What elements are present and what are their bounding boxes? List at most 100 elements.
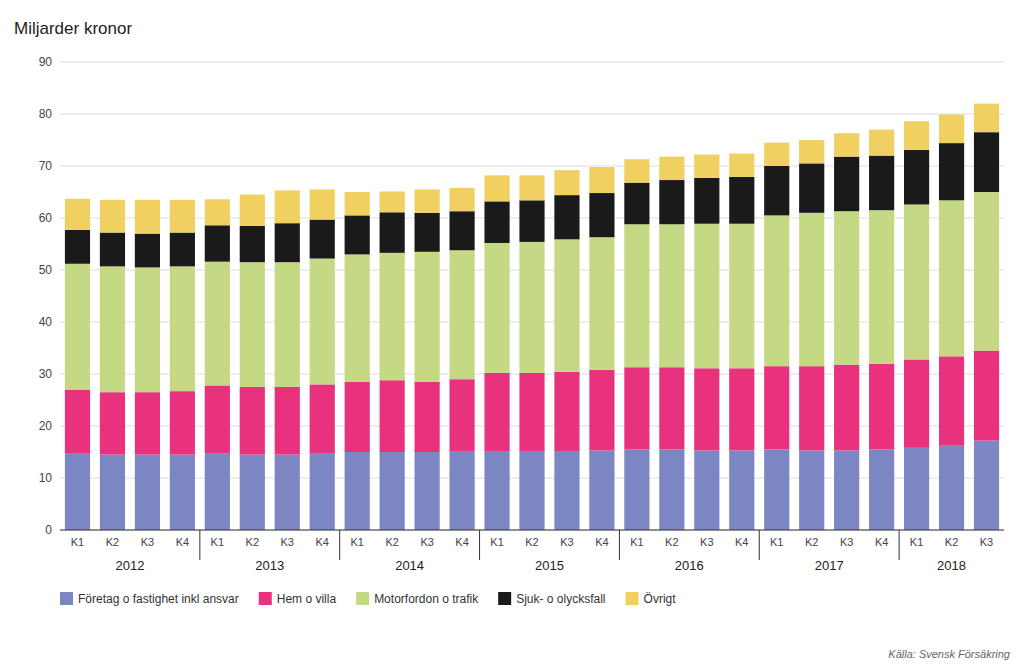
bar-segment <box>589 167 614 193</box>
bar-segment <box>869 130 894 156</box>
title: Miljarder kronor <box>14 19 132 38</box>
bar-segment <box>345 452 370 530</box>
bar-segment <box>764 215 789 366</box>
bar-segment <box>205 453 230 530</box>
x-tick-label: K2 <box>106 536 119 548</box>
bar-segment <box>764 166 789 215</box>
bar-segment <box>904 121 929 150</box>
grid-line <box>60 62 1004 63</box>
y-tick-label: 60 <box>39 211 53 225</box>
bar-segment <box>904 359 929 447</box>
bar-segment <box>484 243 509 373</box>
bar-segment <box>869 364 894 450</box>
bar-segment <box>799 450 824 530</box>
bar-segment <box>170 455 195 530</box>
x-tick-label: K2 <box>525 536 538 548</box>
bar-segment <box>694 450 719 530</box>
legend-swatch <box>498 592 511 605</box>
bar-segment <box>240 195 265 226</box>
bar-segment <box>729 224 754 369</box>
bar-segment <box>100 266 125 392</box>
x-tick-label: K2 <box>385 536 398 548</box>
bar-segment <box>415 452 440 530</box>
bar-segment <box>275 190 300 223</box>
year-label: 2017 <box>815 558 844 573</box>
bar-segment <box>135 392 160 454</box>
bar-segment <box>100 233 125 267</box>
bar-segment <box>589 450 614 530</box>
x-tick-label: K3 <box>700 536 713 548</box>
bar-segment <box>974 104 999 133</box>
y-tick-label: 50 <box>39 263 53 277</box>
x-tick-label: K3 <box>840 536 853 548</box>
bar-segment <box>624 183 649 225</box>
y-tick-label: 0 <box>45 523 52 537</box>
bar-segment <box>380 452 405 530</box>
bar-segment <box>345 192 370 215</box>
bar-segment <box>729 368 754 450</box>
y-tick-label: 90 <box>39 55 53 69</box>
bar-segment <box>624 224 649 367</box>
bar-segment <box>834 157 859 212</box>
x-tick-label: K1 <box>490 536 503 548</box>
grid-line <box>60 114 1004 115</box>
bar-segment <box>135 200 160 234</box>
bar-segment <box>170 391 195 454</box>
bar-segment <box>135 267 160 392</box>
bar-segment <box>589 193 614 237</box>
bar-segment <box>974 192 999 351</box>
bar-segment <box>415 213 440 252</box>
x-axis-line <box>60 530 1004 531</box>
bar-segment <box>65 453 90 530</box>
x-tick-label: K4 <box>455 536 468 548</box>
legend-label: Företag o fastighet inkl ansvar <box>78 592 239 606</box>
bar-segment <box>380 253 405 380</box>
bar-segment <box>519 242 544 373</box>
group-separator <box>759 530 760 560</box>
x-tick-label: K3 <box>420 536 433 548</box>
bar-segment <box>449 379 474 451</box>
bar-segment <box>904 150 929 205</box>
legend-label: Sjuk- o olycksfall <box>516 592 605 606</box>
year-label: 2015 <box>535 558 564 573</box>
bar-segment <box>974 351 999 441</box>
grid-line <box>60 166 1004 167</box>
x-tick-label: K4 <box>735 536 748 548</box>
x-tick-label: K2 <box>945 536 958 548</box>
year-label: 2012 <box>115 558 144 573</box>
bar-segment <box>519 373 544 451</box>
bar-segment <box>310 453 335 530</box>
bar-segment <box>904 448 929 530</box>
y-tick-label: 10 <box>39 471 53 485</box>
bar-segment <box>380 212 405 253</box>
bar-segment <box>904 204 929 359</box>
bar-segment <box>240 226 265 262</box>
bar-segment <box>449 250 474 379</box>
bar-segment <box>65 264 90 390</box>
x-tick-label: K1 <box>770 536 783 548</box>
bar-segment <box>869 210 894 363</box>
y-tick-label: 80 <box>39 107 53 121</box>
x-tick-label: K1 <box>630 536 643 548</box>
bar-segment <box>764 366 789 449</box>
bar-segment <box>729 177 754 224</box>
bar-segment <box>65 199 90 230</box>
bar-segment <box>659 449 684 530</box>
bar-segment <box>764 143 789 166</box>
bar-segment <box>799 213 824 366</box>
x-tick-label: K1 <box>211 536 224 548</box>
x-tick-label: K4 <box>875 536 888 548</box>
bar-segment <box>100 455 125 530</box>
x-tick-label: K1 <box>71 536 84 548</box>
bar-segment <box>205 225 230 261</box>
y-tick-label: 40 <box>39 315 53 329</box>
bar-segment <box>449 188 474 211</box>
bar-segment <box>100 392 125 454</box>
bar-segment <box>240 387 265 455</box>
bar-segment <box>624 449 649 530</box>
bar-segment <box>170 233 195 267</box>
bar-segment <box>869 449 894 530</box>
bar-segment <box>939 200 964 356</box>
bar-segment <box>449 211 474 250</box>
bar-segment <box>135 455 160 530</box>
